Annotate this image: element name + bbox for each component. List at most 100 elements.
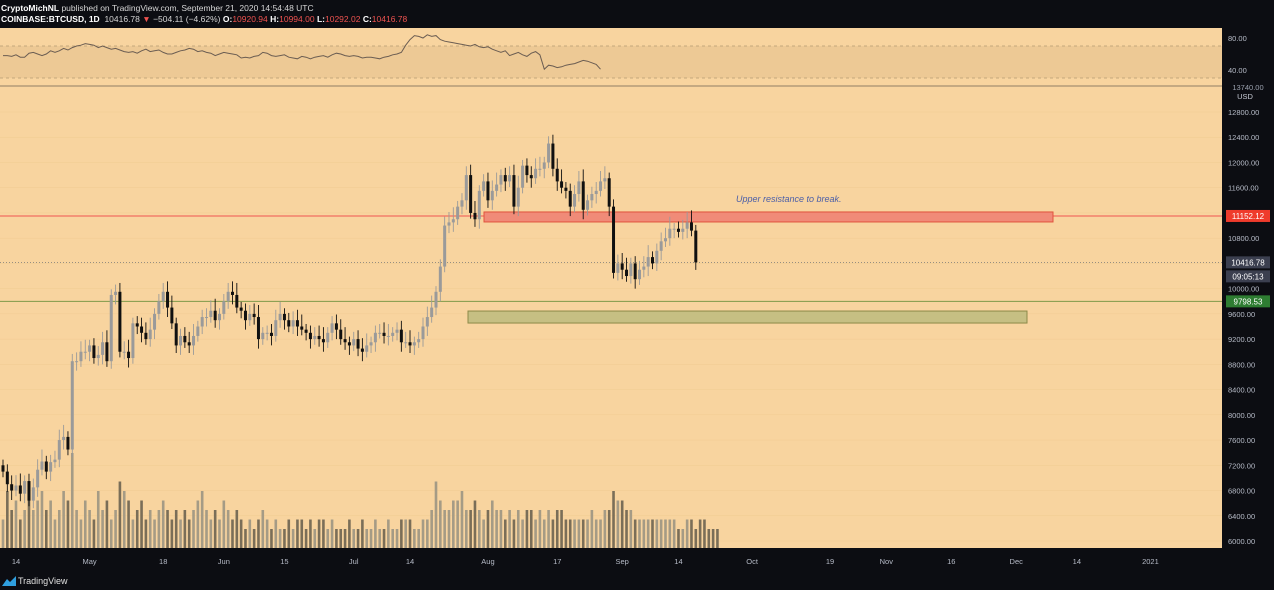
volume-bar (672, 519, 676, 548)
candle-body (599, 181, 603, 191)
volume-bar (408, 519, 412, 548)
candle-body (343, 339, 347, 343)
volume-bar (317, 519, 321, 548)
candle-body (252, 313, 256, 318)
support-zone[interactable] (467, 310, 1028, 324)
volume-bar (365, 529, 369, 548)
volume-bar (6, 491, 9, 548)
candle-body (334, 323, 338, 330)
candle-body (218, 313, 221, 321)
volume-bar (127, 500, 130, 548)
volume-bar (313, 529, 317, 548)
volume-bar (122, 491, 126, 548)
price-tick-label: 6000.00 (1228, 537, 1255, 546)
volume-bar (101, 510, 104, 548)
current-price-label: 10416.78 (1231, 258, 1265, 267)
high-label: H: (270, 14, 280, 24)
candle-body (508, 175, 512, 182)
volume-bar (538, 510, 542, 548)
volume-bar (603, 510, 607, 548)
volume-bar (452, 500, 455, 548)
volume-bar (573, 519, 576, 548)
low-value: 10292.02 (324, 14, 361, 24)
volume-bar (560, 510, 563, 548)
open-value: 10920.94 (232, 14, 268, 24)
volume-bar (516, 510, 520, 548)
candle-body (516, 187, 520, 207)
candle-body (408, 342, 412, 346)
volume-bar (681, 529, 685, 548)
volume-bar (322, 519, 325, 548)
volume-bar (19, 519, 22, 548)
time-axis[interactable] (0, 548, 1274, 573)
candle-body (243, 310, 247, 321)
author-name[interactable]: CryptoMichNL (1, 3, 60, 13)
price-change: −504.11 (−4.62%) (153, 14, 221, 24)
price-chart[interactable]: 80.00 40.00 Upper resistance to break. 12… (0, 28, 1274, 573)
high-value: 10994.00 (279, 14, 315, 24)
volume-bar (79, 519, 83, 548)
volume-bar (348, 519, 351, 548)
volume-bar (478, 510, 481, 548)
candle-body (482, 181, 486, 191)
support-price-tag (1226, 295, 1270, 308)
candle-body (495, 184, 499, 191)
candle-body (529, 175, 533, 179)
candle-body (347, 342, 351, 346)
volume-bar (109, 519, 113, 548)
zones: Upper resistance to break. (0, 194, 1222, 324)
publish-line: CryptoMichNL published on TradingView.co… (1, 3, 314, 13)
volume-bar (244, 529, 247, 548)
candle-body (477, 190, 481, 220)
price-tick-label: 11600.00 (1228, 184, 1259, 193)
volume-bar (711, 529, 715, 548)
candlesticks (1, 134, 698, 509)
candle-body (352, 339, 356, 346)
time-tick-label: 16 (947, 557, 955, 566)
candle-body (14, 485, 18, 491)
time-tick-label: 15 (280, 557, 288, 566)
volume-bar (616, 500, 620, 548)
price-tick-label: 12000.00 (1228, 158, 1259, 167)
current-price-tag (1226, 256, 1270, 269)
candle-body (209, 310, 213, 318)
volume-bar (278, 529, 282, 548)
candle-body (486, 181, 490, 201)
close-value: 10416.78 (371, 14, 408, 24)
candle-body (40, 461, 44, 470)
candle-body (668, 228, 672, 239)
volume-bar (157, 510, 161, 548)
volume-bar (568, 519, 572, 548)
candle-body (183, 335, 187, 343)
volume-bar (49, 500, 52, 548)
candle-body (676, 228, 680, 232)
volume-bar (460, 491, 464, 548)
volume-bar (413, 529, 416, 548)
volume-bar (503, 519, 507, 548)
volume-bar (352, 529, 356, 548)
volume-bar (23, 510, 26, 548)
volume-bar (75, 510, 78, 548)
candle-body (274, 320, 278, 336)
volume-bar (586, 519, 589, 548)
volume-bar (685, 519, 689, 548)
volume-bar (45, 510, 48, 548)
countdown-label: 09:05:13 (1232, 272, 1264, 281)
volume-bar (153, 519, 156, 548)
time-tick-label: Dec (1010, 557, 1024, 566)
volume-bar (447, 510, 451, 548)
candle-body (382, 332, 386, 336)
candle-body (192, 335, 196, 346)
publish-info: published on TradingView.com, September … (59, 3, 314, 13)
volume-bar (395, 529, 399, 548)
candle-body (27, 481, 31, 501)
candle-body (179, 335, 183, 346)
candle-body (75, 361, 79, 363)
brand-name[interactable]: TradingView (18, 576, 68, 586)
resistance-zone[interactable] (483, 211, 1054, 223)
rsi-tick-label: 80.00 (1228, 34, 1247, 43)
candle-body (577, 181, 581, 195)
candle-body (404, 342, 408, 344)
candle-body (170, 307, 174, 324)
candle-body (66, 436, 70, 450)
